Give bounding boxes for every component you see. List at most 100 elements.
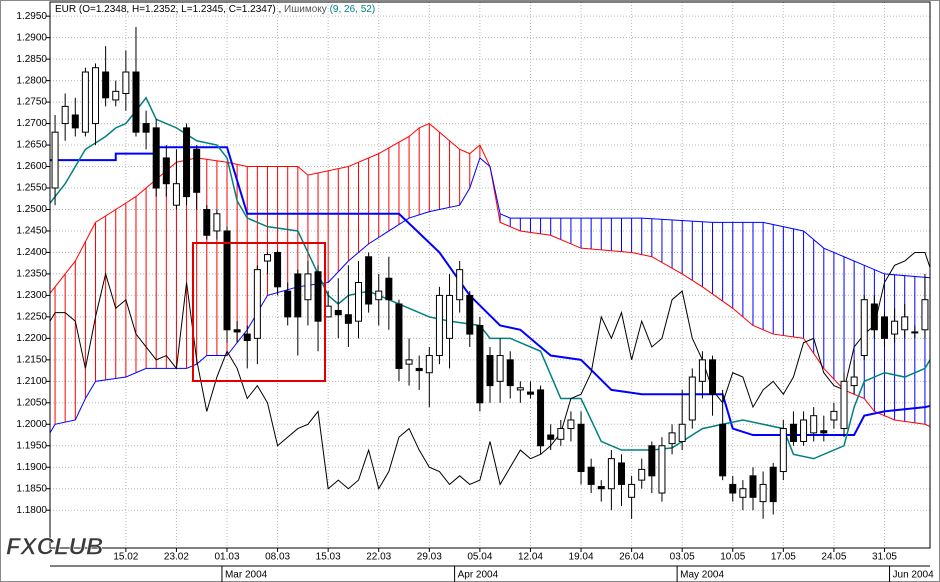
x-tick-label: 23.02 <box>164 552 189 563</box>
candle-body <box>253 269 261 339</box>
candle-body <box>71 114 79 129</box>
candle-body <box>405 359 413 365</box>
y-tick-label: 1.1800 <box>16 505 47 516</box>
axis-layer: 1.1800 1.1850 1.1900 1.1950 1.2000 1.2050 1.21… <box>16 11 934 582</box>
y-tick-label: 1.2950 <box>16 11 47 22</box>
candle-body <box>547 434 555 440</box>
candle-body <box>365 256 373 305</box>
candle-body <box>880 316 888 339</box>
header-symbol: EUR (O=1.2348, H=1.2352, L=1.2345, C=1.2… <box>55 4 281 15</box>
candle-body <box>617 462 625 485</box>
x-tick-label: 31.05 <box>872 552 897 563</box>
x-tick-label: 03.05 <box>670 552 695 563</box>
y-tick-label: 1.1900 <box>16 462 47 473</box>
candle-body <box>769 466 777 503</box>
x-tick-label: 05.04 <box>467 552 492 563</box>
candle-body <box>223 230 231 331</box>
candle-body <box>203 208 211 236</box>
candle-body <box>233 329 241 333</box>
y-tick-label: 1.2750 <box>16 97 47 108</box>
candle-body <box>213 213 221 232</box>
x-tick-label: 24.05 <box>821 552 846 563</box>
x-tick-label: 19.04 <box>569 552 594 563</box>
candle-body <box>344 314 352 324</box>
candle-body <box>719 423 727 477</box>
candle-body <box>152 127 160 189</box>
candle-body <box>526 391 534 395</box>
candle-body <box>739 488 747 498</box>
candle-body <box>698 359 706 382</box>
candle-body <box>435 294 443 357</box>
y-tick-label: 1.2400 <box>16 247 47 258</box>
candle-body <box>648 445 656 477</box>
candle-body <box>840 380 848 430</box>
candle-body <box>415 367 423 372</box>
candle-body <box>162 157 170 185</box>
candle-body <box>304 273 312 301</box>
candle-body <box>729 483 737 494</box>
candle-body <box>132 71 140 133</box>
candle-body <box>820 430 828 434</box>
y-tick-label: 1.2250 <box>16 312 47 323</box>
candle-body <box>668 432 676 445</box>
y-tick-label: 1.2600 <box>16 161 47 172</box>
candle-body <box>557 428 565 440</box>
candle-body <box>172 183 180 206</box>
x-tick-label: 26.04 <box>619 552 644 563</box>
candle-body <box>324 305 332 318</box>
candle-body <box>112 90 120 101</box>
highlight-box <box>192 242 326 382</box>
header: EUR (O=1.2348, H=1.2352, L=1.2345, C=1.2… <box>55 4 375 15</box>
x-tick-label: 01.03 <box>214 552 239 563</box>
y-tick-label: 1.2200 <box>16 333 47 344</box>
candle-body <box>243 333 251 342</box>
candle-body <box>870 303 878 331</box>
candle-body <box>891 320 899 335</box>
candle-body <box>789 423 797 442</box>
y-tick-label: 1.1950 <box>16 440 47 451</box>
candle-body <box>810 415 818 434</box>
candle-body <box>506 359 514 387</box>
candle-body <box>607 458 615 490</box>
candle-body <box>375 290 383 301</box>
y-tick-label: 1.2050 <box>16 397 47 408</box>
x-tick-label: 12.04 <box>518 552 543 563</box>
plot-layer <box>50 26 930 519</box>
month-label: Mar 2004 <box>225 570 268 581</box>
candle-body <box>284 290 292 318</box>
month-label: Jun 2004 <box>893 570 935 581</box>
candle-body <box>749 475 757 498</box>
x-tick-label: 22.03 <box>366 552 391 563</box>
candle-body <box>294 273 302 318</box>
candle-body <box>446 294 454 339</box>
candle-body <box>61 105 69 125</box>
candle-body <box>901 316 909 331</box>
candle-body <box>688 376 696 421</box>
candle-body <box>597 486 605 490</box>
candle-body <box>92 67 100 125</box>
y-tick-label: 1.2350 <box>16 269 47 280</box>
x-tick-label: 17.05 <box>771 552 796 563</box>
plot-frame <box>49 1 931 549</box>
candle-body <box>516 387 524 391</box>
x-tick-label: 15.03 <box>316 552 341 563</box>
logo: FXCLUB <box>6 533 103 560</box>
candle-body <box>81 71 89 133</box>
y-tick-label: 1.2000 <box>16 419 47 430</box>
candle-body <box>759 483 767 503</box>
y-tick-label: 1.2800 <box>16 75 47 86</box>
indicator-line <box>50 96 930 460</box>
y-tick-label: 1.2650 <box>16 140 47 151</box>
candle-body <box>456 269 464 301</box>
candle-body <box>496 355 504 382</box>
candle-body <box>678 423 686 442</box>
candle-body <box>334 309 342 316</box>
candle-body <box>537 389 545 447</box>
candle-body <box>314 271 322 322</box>
candle-body <box>830 410 838 421</box>
candle-body <box>476 324 484 404</box>
candle-body <box>658 445 666 494</box>
candle-body <box>466 294 474 335</box>
